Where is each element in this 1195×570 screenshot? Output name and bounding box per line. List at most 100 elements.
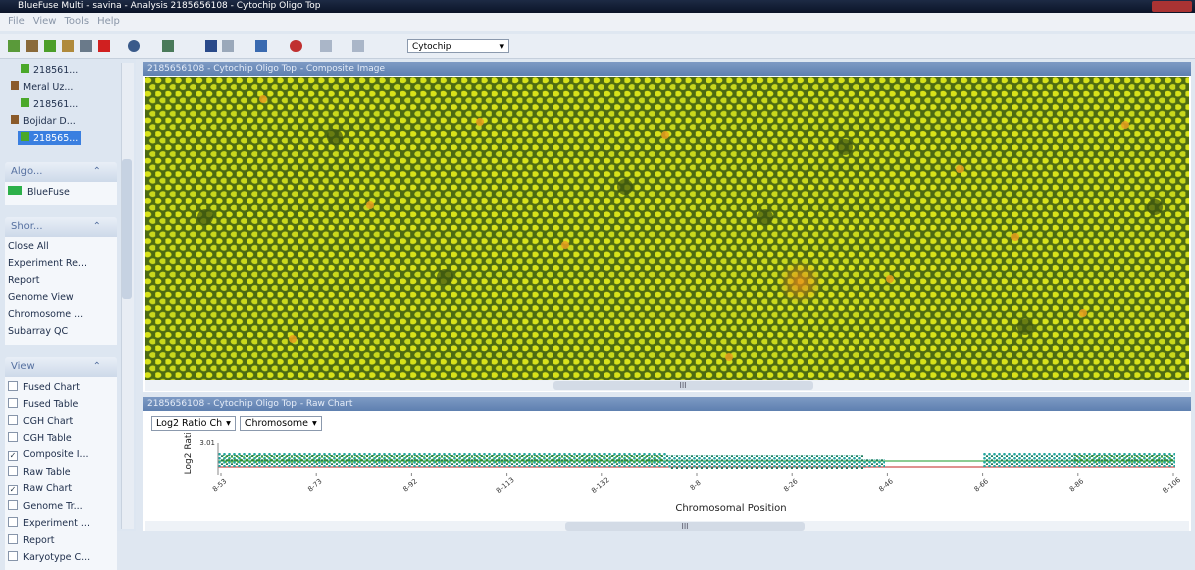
section-item[interactable]: Raw Table — [8, 466, 71, 478]
tree-icon — [11, 81, 19, 90]
scroll-thumb[interactable] — [122, 159, 132, 299]
tool-icon[interactable] — [290, 40, 302, 52]
scroll-thumb[interactable]: III — [553, 381, 813, 390]
tool-icon[interactable] — [44, 40, 56, 52]
app-window: BlueFuse Multi - savina - Analysis 21856… — [0, 0, 1195, 531]
section-item[interactable]: ✓Raw Chart — [8, 483, 72, 495]
checkbox — [8, 415, 18, 425]
window-controls[interactable] — [1152, 1, 1192, 12]
tool-icon[interactable] — [205, 40, 217, 52]
scroll-thumb[interactable]: III — [565, 522, 805, 531]
x-tick-label: 8-113 — [495, 476, 516, 495]
tree-label: Bojidar D... — [23, 116, 76, 127]
tree-item[interactable]: 218561... — [18, 63, 81, 77]
tree-label: 218565... — [33, 133, 78, 144]
section-header[interactable]: Algo...⌃ — [5, 162, 117, 182]
y-tick-label: 3.01 — [199, 439, 215, 447]
checkbox — [8, 381, 18, 391]
checkbox — [8, 551, 18, 561]
tree-icon — [21, 132, 29, 141]
dropdown-arrow: ▾ — [499, 40, 504, 54]
left-panel: 218561... Meral Uz... 218561... Bojidar D..… — [0, 59, 136, 531]
chart-dropdown[interactable]: Chromosome▾ — [240, 416, 322, 431]
section-item[interactable]: Fused Chart — [8, 381, 80, 393]
checkbox — [8, 398, 18, 408]
menu-bar: File View Tools Help — [0, 13, 1195, 31]
x-tick-label: 8-66 — [973, 477, 991, 494]
checkbox — [8, 432, 18, 442]
section-item[interactable]: Karyotype C... — [8, 551, 90, 563]
section-item[interactable]: Genome View — [8, 292, 74, 303]
checkbox: ✓ — [8, 451, 18, 461]
menu-item[interactable]: Tools — [64, 16, 89, 27]
tree-item[interactable]: Meral Uz... — [8, 80, 76, 94]
section-header[interactable]: Shor...⌃ — [5, 217, 117, 237]
x-tick-label: 8-26 — [782, 477, 800, 494]
item-label: Karyotype C... — [23, 552, 90, 563]
algo-icon — [8, 186, 22, 195]
x-tick-label: 8-86 — [1068, 477, 1086, 494]
item-label: Subarray QC — [8, 326, 68, 337]
menu-item[interactable]: File — [8, 16, 25, 27]
tool-icon[interactable] — [98, 40, 110, 52]
tool-icon[interactable] — [26, 40, 38, 52]
x-tick-label: 8-106 — [1161, 476, 1182, 496]
item-label: Fused Table — [23, 399, 78, 410]
panel-header: 2185656108 - Cytochip Oligo Top - Compos… — [143, 62, 1191, 76]
panel-header: 2185656108 - Cytochip Oligo Top - Raw Ch… — [143, 397, 1191, 411]
chart-dropdown[interactable]: Log2 Ratio Ch▾ — [151, 416, 236, 431]
section-item[interactable]: Report — [8, 275, 40, 286]
section-item[interactable]: Genome Tr... — [8, 500, 83, 512]
toolbar: Cytochip ▾ — [0, 34, 1195, 59]
tree-item[interactable]: Bojidar D... — [8, 114, 79, 128]
collapse-icon: ⌃ — [93, 217, 101, 237]
item-label: Chromosome ... — [8, 309, 83, 320]
section-body: BlueFuse — [5, 182, 117, 205]
x-tick-label: 8-8 — [689, 479, 703, 492]
x-tick-label: 8-132 — [590, 476, 611, 495]
section-item[interactable]: Fused Table — [8, 398, 78, 410]
tool-icon[interactable] — [255, 40, 267, 52]
section-body: Fused Chart Fused Table CGH Chart CGH Table… — [5, 377, 117, 570]
section-item[interactable]: Report — [8, 534, 55, 546]
tool-icon[interactable] — [8, 40, 20, 52]
tool-icon[interactable] — [352, 40, 364, 52]
tool-icon[interactable] — [222, 40, 234, 52]
tool-icon[interactable] — [162, 40, 174, 52]
collapse-icon: ⌃ — [93, 162, 101, 182]
point-cloud — [223, 455, 663, 464]
h-scrollbar[interactable]: III — [145, 521, 1189, 531]
chip-dropdown[interactable]: Cytochip ▾ — [407, 39, 509, 53]
section-item[interactable]: Experiment Re... — [8, 258, 87, 269]
section-header[interactable]: View⌃ — [5, 357, 117, 377]
tree-label: 218561... — [33, 65, 78, 76]
tool-icon[interactable] — [62, 40, 74, 52]
section-item[interactable]: Subarray QC — [8, 326, 68, 337]
tree-item[interactable]: 218565... — [18, 131, 81, 145]
checkbox: ✓ — [8, 485, 18, 495]
menu-item[interactable]: View — [33, 16, 57, 27]
dropdown-text: Chromosome — [245, 418, 308, 429]
y-axis-label: Log2 Ratio Ch — [184, 433, 194, 474]
section-item[interactable]: Chromosome ... — [8, 309, 83, 320]
dropdown-text: Log2 Ratio Ch — [156, 418, 222, 429]
tool-icon[interactable] — [128, 40, 140, 52]
section-item[interactable]: CGH Table — [8, 432, 72, 444]
menu-item[interactable]: Help — [97, 16, 120, 27]
h-scrollbar[interactable]: III — [145, 380, 1189, 391]
section-item[interactable]: ✓Composite I... — [8, 449, 89, 461]
item-label: CGH Table — [23, 433, 72, 444]
section-item[interactable]: CGH Chart — [8, 415, 73, 427]
dropdown-text: Cytochip — [412, 42, 452, 52]
scroll-grip: III — [679, 381, 686, 390]
section-item[interactable]: Experiment ... — [8, 517, 90, 529]
section-item[interactable]: BlueFuse — [8, 186, 70, 198]
tree-label: Meral Uz... — [23, 82, 73, 93]
checkbox — [8, 500, 18, 510]
tool-icon[interactable] — [80, 40, 92, 52]
tool-icon[interactable] — [320, 40, 332, 52]
section-item[interactable]: Close All — [8, 241, 49, 252]
tree-label: 218561... — [33, 99, 78, 110]
section-title: View — [11, 361, 35, 372]
tree-item[interactable]: 218561... — [18, 97, 81, 111]
